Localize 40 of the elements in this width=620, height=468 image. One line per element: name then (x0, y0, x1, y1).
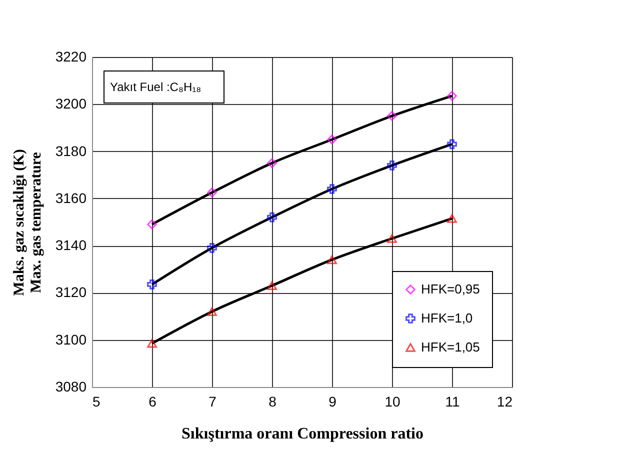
point (447, 214, 457, 223)
point (387, 110, 397, 121)
x-tick-label: 12 (496, 394, 513, 410)
y-tick-label: 3220 (55, 48, 87, 64)
point (387, 234, 397, 243)
point (327, 184, 337, 194)
point (267, 212, 277, 222)
point (327, 134, 337, 144)
x-tick-label: 9 (328, 394, 337, 410)
x-tick-label: 5 (92, 394, 100, 410)
point (447, 139, 457, 150)
y-tick-label: 3180 (55, 142, 87, 159)
x-tick-label: 7 (208, 394, 217, 410)
y-tick-label: 3160 (55, 190, 87, 206)
point (147, 280, 157, 290)
legend-label: HFK=0,95 (421, 282, 480, 296)
point (267, 281, 277, 290)
point (147, 219, 157, 230)
y-axis-title: Maks. gaz sıcaklığı (K) Max. gas temperature (11, 149, 44, 296)
point (207, 188, 217, 198)
y-tick-label: 3140 (55, 237, 87, 254)
annotation: Yakıt Fuel :C₈H₁₈ (110, 80, 202, 94)
legend-label: HFK=1,05 (421, 340, 480, 354)
point (147, 339, 157, 348)
y-tick-label: 3100 (55, 331, 87, 348)
y-tick-label: 3120 (55, 284, 87, 300)
x-tick-label: 11 (445, 394, 460, 410)
point (207, 242, 217, 253)
x-tick-label: 10 (384, 394, 400, 410)
y-tick-label: 3080 (55, 378, 87, 394)
point (267, 158, 277, 168)
x-axis-title: Sıkıştırma oranı Compression ratio (182, 426, 424, 442)
point (447, 90, 457, 101)
point (387, 160, 397, 170)
legend-label: HFK=1,0 (421, 310, 473, 326)
point (207, 307, 217, 316)
y-tick-label: 3200 (55, 96, 87, 112)
point (327, 255, 337, 264)
x-tick-label: 6 (148, 394, 157, 410)
x-tick-label: 8 (268, 394, 277, 410)
